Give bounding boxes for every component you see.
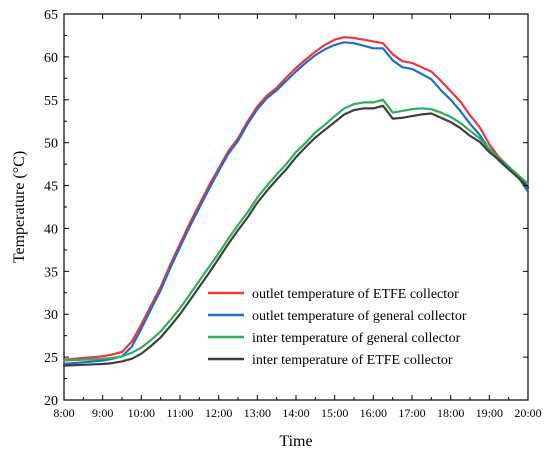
y-tick-label: 60	[44, 51, 58, 66]
legend-label-2: outlet temperature of general collector	[252, 309, 467, 324]
legend-label-1: outlet temperature of ETFE collector	[252, 287, 459, 302]
x-tick-label: 20:00	[514, 406, 541, 420]
y-tick-label: 40	[44, 222, 58, 237]
y-tick-label: 25	[44, 351, 58, 366]
y-tick-label: 55	[44, 94, 58, 109]
x-tick-label: 13:00	[244, 406, 271, 420]
x-tick-label: 14:00	[282, 406, 309, 420]
x-tick-label: 15:00	[321, 406, 348, 420]
series-line-3	[62, 98, 530, 362]
x-tick-label: 18:00	[437, 406, 464, 420]
x-tick-label: 11:00	[167, 406, 194, 420]
x-tick-label: 12:00	[205, 406, 232, 420]
series-line-2	[62, 41, 530, 366]
y-tick-label: 20	[44, 394, 58, 409]
series-line-4	[62, 104, 530, 367]
x-axis-title: Time	[279, 433, 312, 450]
axes-layer: 8:00 9:00 10:00 11:00 12:00 13:00 14:00 15:00 16…	[44, 8, 542, 420]
x-tick-label: 8:00	[53, 406, 74, 420]
y-tick-label: 35	[44, 265, 58, 280]
legend-label-3: inter temperature of general collector	[252, 331, 461, 346]
series-line-1	[62, 36, 530, 361]
x-tick-label: 9:00	[92, 406, 113, 420]
y-tick-label: 65	[44, 8, 58, 23]
y-tick-label: 50	[44, 137, 58, 152]
y-axis-title: Temperature (°C)	[11, 151, 28, 263]
legend-label-4: inter temperature of ETFE collector	[252, 353, 453, 368]
legend: outlet temperature of ETFE collector outl…	[208, 287, 467, 368]
series-layer	[62, 36, 530, 367]
y-tick-label: 45	[44, 180, 58, 195]
x-tick-label: 16:00	[360, 406, 387, 420]
y-tick-label: 30	[44, 308, 58, 323]
x-tick-label: 10:00	[128, 406, 155, 420]
x-tick-label: 19:00	[476, 406, 503, 420]
x-tick-label: 17:00	[398, 406, 425, 420]
